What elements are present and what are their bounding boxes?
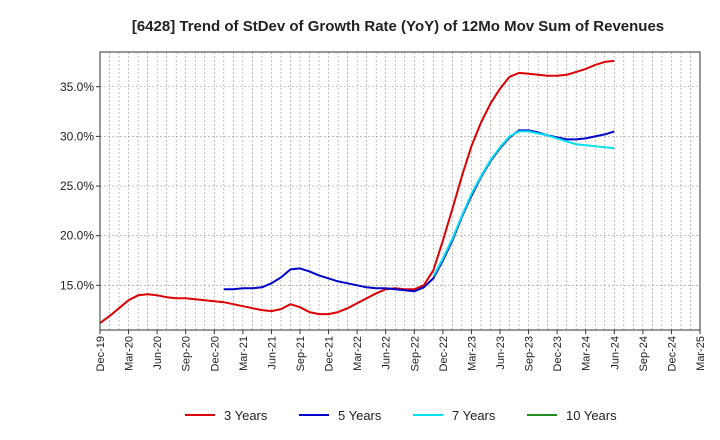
x-tick-label: Jun-21 bbox=[266, 336, 278, 370]
chart-title: [6428] Trend of StDev of Growth Rate (Yo… bbox=[132, 18, 664, 35]
series-layer bbox=[99, 59, 615, 324]
grid-lines bbox=[99, 52, 701, 330]
series-line-7-years bbox=[432, 130, 615, 277]
x-tick-label: Dec-22 bbox=[438, 336, 450, 371]
x-tick-label: Mar-22 bbox=[352, 336, 364, 371]
x-tick-label: Sep-23 bbox=[524, 336, 536, 371]
legend-label: 7 Years bbox=[452, 408, 496, 423]
y-tick-label: 25.0% bbox=[60, 179, 94, 193]
x-tick-label: Dec-20 bbox=[209, 336, 221, 371]
plot-frame bbox=[99, 51, 701, 331]
x-tick-label: Sep-21 bbox=[295, 336, 307, 371]
y-tick-label: 35.0% bbox=[60, 80, 94, 94]
x-tick-label: Sep-24 bbox=[638, 336, 650, 371]
legend-label: 5 Years bbox=[338, 408, 382, 423]
legend-label: 10 Years bbox=[566, 408, 617, 423]
plot-area bbox=[100, 52, 700, 330]
x-tick-label: Dec-21 bbox=[324, 336, 336, 371]
x-tick-label: Jun-20 bbox=[152, 336, 164, 370]
legend: 3 Years 5 Years 7 Years 10 Years bbox=[185, 408, 617, 423]
x-tick-label: Mar-23 bbox=[466, 336, 478, 371]
y-axis: 15.0% 20.0% 25.0% 30.0% 35.0% bbox=[60, 80, 100, 292]
x-tick-label: Dec-24 bbox=[666, 336, 678, 371]
series-line-3-years bbox=[99, 59, 615, 324]
x-tick-label: Dec-23 bbox=[552, 336, 564, 371]
y-tick-label: 20.0% bbox=[60, 229, 94, 243]
x-tick-label: Mar-24 bbox=[581, 336, 593, 371]
x-tick-label: Mar-25 bbox=[695, 336, 707, 371]
x-tick-label: Sep-22 bbox=[409, 336, 421, 371]
x-tick-label: Jun-22 bbox=[381, 336, 393, 370]
x-tick-label: Mar-21 bbox=[238, 336, 250, 371]
x-tick-label: Dec-19 bbox=[95, 336, 107, 371]
x-tick-label: Jun-23 bbox=[495, 336, 507, 370]
x-tick-label: Mar-20 bbox=[124, 336, 136, 371]
y-tick-label: 30.0% bbox=[60, 129, 94, 143]
x-tick-label: Sep-20 bbox=[181, 336, 193, 371]
x-tick-label: Jun-24 bbox=[609, 336, 621, 370]
x-axis: Dec-19 Mar-20 Jun-20 Sep-20 Dec-20 Mar-21 Jun-… bbox=[95, 330, 707, 371]
y-tick-label: 15.0% bbox=[60, 278, 94, 292]
legend-label: 3 Years bbox=[224, 408, 268, 423]
